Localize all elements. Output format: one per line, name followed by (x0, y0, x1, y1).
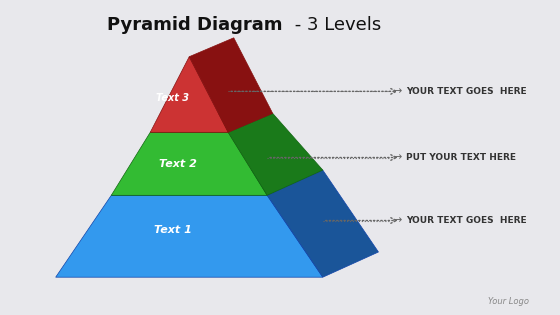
Polygon shape (111, 132, 267, 195)
Polygon shape (267, 170, 379, 277)
Text: PUT YOUR TEXT HERE: PUT YOUR TEXT HERE (407, 153, 516, 162)
Text: Pyramid Diagram: Pyramid Diagram (107, 16, 283, 34)
Polygon shape (150, 113, 273, 132)
Polygon shape (111, 170, 323, 195)
Text: Text 1: Text 1 (153, 225, 192, 235)
Text: - 3 Levels: - 3 Levels (290, 16, 382, 34)
Text: YOUR TEXT GOES  HERE: YOUR TEXT GOES HERE (407, 216, 527, 225)
Polygon shape (228, 113, 323, 195)
Text: →: → (393, 215, 402, 226)
Text: Your Logo: Your Logo (488, 296, 529, 306)
Text: →: → (393, 152, 402, 163)
Text: Text 3: Text 3 (156, 93, 189, 103)
Polygon shape (189, 38, 273, 132)
Polygon shape (55, 195, 323, 277)
Polygon shape (150, 57, 228, 132)
Text: →: → (393, 86, 402, 96)
Text: YOUR TEXT GOES  HERE: YOUR TEXT GOES HERE (407, 87, 527, 96)
Text: Text 2: Text 2 (159, 159, 197, 169)
